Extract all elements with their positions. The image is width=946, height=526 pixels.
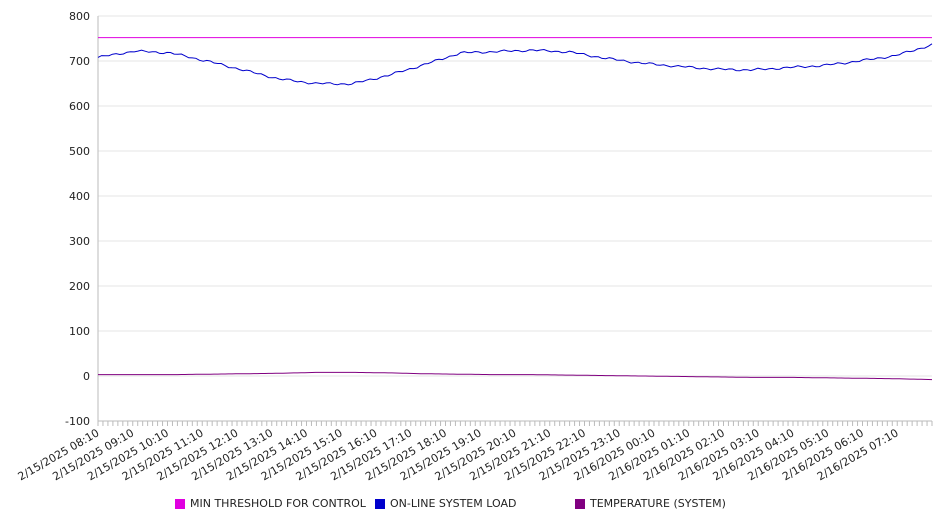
y-tick-label: 200 xyxy=(69,280,90,293)
series-line-2 xyxy=(98,371,933,381)
legend-label-temperature: TEMPERATURE (SYSTEM) xyxy=(590,497,726,510)
legend-label-min-threshold: MIN THRESHOLD FOR CONTROL xyxy=(190,497,366,510)
y-tick-label: 400 xyxy=(69,190,90,203)
legend: MIN THRESHOLD FOR CONTROL ON-LINE SYSTEM… xyxy=(0,497,946,515)
legend-label-online-load: ON-LINE SYSTEM LOAD xyxy=(390,497,517,510)
y-tick-label: 500 xyxy=(69,145,90,158)
y-tick-label: 100 xyxy=(69,325,90,338)
legend-swatch-online-load xyxy=(375,498,385,509)
grid xyxy=(98,15,932,422)
x-tick-labels: 2/15/2025 08:102/15/2025 09:102/15/2025 … xyxy=(16,426,901,483)
series-line-1 xyxy=(97,43,933,86)
legend-item-online-load: ON-LINE SYSTEM LOAD xyxy=(375,497,516,510)
legend-item-temperature: TEMPERATURE (SYSTEM) xyxy=(575,497,726,510)
legend-item-min-threshold: MIN THRESHOLD FOR CONTROL xyxy=(175,497,366,510)
y-tick-label: 600 xyxy=(69,100,90,113)
y-tick-labels: 800 700 600 500 400 300 200 100 0 -100 xyxy=(65,10,90,428)
series-layer xyxy=(97,37,933,381)
axes xyxy=(97,16,933,426)
y-tick-label: 0 xyxy=(83,370,90,383)
y-tick-label: -100 xyxy=(65,415,90,428)
legend-swatch-temperature xyxy=(575,498,585,509)
legend-swatch-min-threshold xyxy=(175,498,185,509)
y-tick-label: 300 xyxy=(69,235,90,248)
y-tick-label: 800 xyxy=(69,10,90,23)
y-tick-label: 700 xyxy=(69,55,90,68)
